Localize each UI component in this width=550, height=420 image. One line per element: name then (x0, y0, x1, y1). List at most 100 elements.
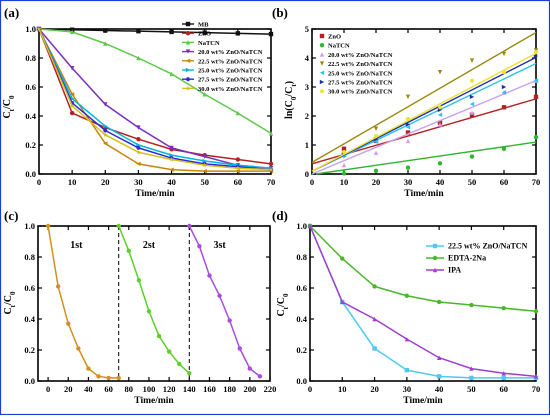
data-point (437, 112, 443, 118)
y-axis-label: ln(C0/Ct) (284, 81, 298, 119)
x-tick-label: 20 (101, 177, 110, 187)
data-point (437, 122, 443, 127)
y-axis-label-sub: 0 (9, 291, 17, 295)
x-tick-label: 70 (532, 384, 541, 394)
y-axis-label: Ct/C0 (276, 293, 290, 317)
data-point (166, 349, 172, 354)
x-tick-label: 160 (203, 384, 216, 394)
y-tick-label: 0.4 (296, 314, 307, 324)
series-line (118, 225, 190, 374)
legend-label: 27.5 wt% ZnO/NaTCN (198, 77, 263, 84)
series-1 (307, 223, 539, 314)
series-line (38, 28, 272, 171)
x-tick-label: 20 (64, 384, 73, 394)
legend-marker (432, 243, 438, 249)
y-axis-label-part: C (276, 297, 287, 304)
data-point (247, 366, 253, 371)
data-point (501, 70, 507, 75)
data-point (469, 112, 475, 118)
data-point (103, 41, 108, 46)
y-tick-label: 1 (305, 140, 309, 150)
y-tick-label: 0.2 (296, 345, 307, 355)
legend-marker (185, 58, 191, 63)
x-tick-label: 70 (532, 177, 541, 187)
x-tick-label: 60 (500, 177, 509, 187)
y-tick-label: 5 (305, 24, 309, 34)
data-point (436, 374, 442, 379)
data-point (102, 132, 108, 137)
data-point (103, 102, 108, 107)
y-axis-label-sub: t (290, 84, 298, 87)
x-tick-label: 120 (163, 384, 176, 394)
data-point (469, 94, 475, 100)
data-point (103, 123, 108, 129)
x-tick-label: 180 (223, 384, 236, 394)
data-point (501, 84, 507, 90)
data-point (103, 28, 108, 33)
y-tick-label: 0.4 (25, 111, 36, 121)
y-axis-label-sub: t (282, 306, 290, 309)
x-tick-label: 80 (125, 384, 134, 394)
y-axis-label-sub: 0 (290, 96, 298, 100)
data-point (437, 70, 443, 75)
y-axis-label-part: C (2, 99, 13, 106)
legend-marker (319, 79, 325, 85)
data-point (405, 138, 411, 144)
data-point (501, 146, 507, 151)
legend-marker (185, 21, 191, 27)
x-tick-label: 50 (200, 177, 209, 187)
legend-marker (432, 267, 438, 273)
legend-marker (185, 40, 191, 45)
legend-marker (185, 31, 191, 36)
data-point (202, 168, 207, 174)
legend-marker (185, 77, 191, 82)
data-point (55, 284, 61, 289)
data-point (533, 94, 539, 100)
legend-marker (185, 67, 191, 73)
data-point (202, 30, 207, 35)
legend-label: 20.0 wt% ZnO/NaTCN (198, 49, 263, 56)
data-point (533, 53, 539, 59)
data-point (69, 29, 75, 35)
panel-c: (c) 0 20 40 60 80 100 120 140 160 180 200 220 0.0 0.2 0… (3, 208, 276, 406)
x-tick-label: 0 (37, 177, 41, 187)
x-axis-label: Time/min (134, 396, 174, 406)
data-point (187, 223, 192, 229)
panel-label: (b) (272, 5, 288, 20)
x-tick-label: 20 (372, 177, 381, 187)
data-point (36, 26, 42, 32)
data-point (136, 55, 141, 61)
series-line (38, 28, 272, 171)
data-point (372, 346, 377, 351)
x-tick-label: 40 (435, 384, 444, 394)
y-tick-label: 0.2 (25, 140, 36, 150)
y-axis-label-part: ln(C (284, 100, 295, 119)
data-point (404, 293, 410, 298)
y-axis-label-slash: / (2, 106, 13, 110)
fit-line (311, 79, 537, 175)
data-point (103, 128, 108, 133)
data-point (533, 309, 539, 314)
legend-label: 30.0 wt% ZnO/NaTCN (198, 86, 263, 93)
plot-frame (38, 28, 272, 175)
data-point (373, 150, 379, 156)
data-point (116, 223, 121, 229)
data-point (405, 165, 411, 170)
panel-label: (d) (272, 208, 288, 223)
data-point (177, 361, 182, 367)
panel-b: (b)0 10 20 30 40 50 60 70012345Time/minln(C0/Ct… (272, 5, 540, 199)
data-point (207, 273, 212, 278)
x-tick-label: 70 (267, 177, 276, 187)
data-point (136, 161, 141, 167)
y-axis-label: Ct/C0 (3, 291, 17, 315)
x-tick-label: 220 (264, 384, 277, 394)
data-point (227, 318, 232, 323)
data-point (533, 78, 539, 83)
legend-label: NaTCN (198, 40, 220, 47)
data-point (136, 28, 141, 34)
data-point (373, 168, 379, 174)
data-point (202, 154, 207, 159)
